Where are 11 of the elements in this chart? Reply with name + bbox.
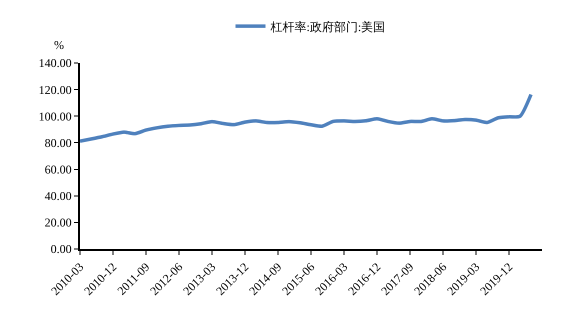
y-tick-label: 120.00 — [38, 82, 72, 97]
y-tick-label: 20.00 — [44, 216, 72, 230]
y-axis-title: % — [54, 38, 64, 52]
y-tick-label: 60.00 — [44, 162, 72, 176]
y-tick-label: 80.00 — [44, 136, 72, 150]
line-series — [80, 92, 533, 143]
y-tick-label: 0.00 — [50, 242, 72, 256]
legend-label: 杠杆率:政府部门:美国 — [270, 20, 386, 34]
y-tick-label: 40.00 — [44, 189, 72, 204]
y-tick-label: 140.00 — [38, 56, 72, 70]
y-tick-label: 100.00 — [38, 109, 72, 124]
